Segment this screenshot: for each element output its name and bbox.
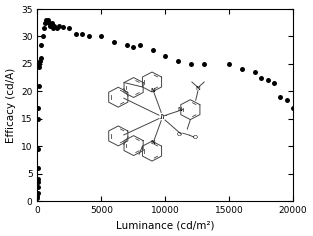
Point: [99, 35, 104, 38]
Point: [44, 18, 49, 22]
Point: [36, 106, 41, 110]
Point: [39, 43, 44, 46]
Point: [38, 57, 43, 60]
Point: [131, 46, 136, 49]
Point: [239, 67, 244, 71]
Point: [125, 43, 130, 46]
Point: [259, 76, 264, 80]
Point: [37, 65, 42, 68]
Point: [50, 26, 55, 30]
Point: [265, 79, 270, 82]
Point: [150, 48, 155, 52]
Point: [80, 32, 85, 36]
Point: [35, 196, 40, 200]
Point: [73, 32, 78, 36]
Point: [176, 59, 181, 63]
Point: [41, 26, 46, 30]
Point: [38, 59, 43, 63]
Point: [43, 21, 48, 25]
Point: [35, 166, 40, 170]
Point: [86, 35, 91, 38]
Point: [40, 35, 45, 38]
Point: [45, 18, 50, 22]
Point: [52, 24, 57, 27]
Point: [48, 24, 53, 27]
Point: [36, 117, 41, 121]
Point: [60, 25, 65, 29]
Point: [37, 62, 42, 66]
Point: [201, 62, 206, 66]
Point: [35, 185, 40, 189]
Point: [291, 106, 296, 110]
Point: [271, 81, 276, 85]
Point: [46, 21, 51, 25]
Y-axis label: Efficacy (cd/A): Efficacy (cd/A): [6, 67, 16, 143]
Point: [112, 40, 117, 44]
Point: [35, 177, 40, 181]
Point: [35, 194, 40, 198]
Point: [49, 21, 54, 25]
X-axis label: Luminance (cd/m²): Luminance (cd/m²): [116, 220, 214, 230]
Point: [54, 26, 59, 30]
Point: [163, 54, 168, 58]
Point: [67, 26, 72, 30]
Point: [252, 70, 257, 74]
Point: [278, 95, 283, 99]
Point: [188, 62, 193, 66]
Point: [35, 180, 40, 184]
Point: [35, 191, 40, 195]
Point: [35, 147, 40, 151]
Point: [36, 84, 41, 88]
Point: [284, 98, 289, 101]
Point: [227, 62, 232, 66]
Point: [57, 24, 62, 27]
Point: [137, 43, 142, 46]
